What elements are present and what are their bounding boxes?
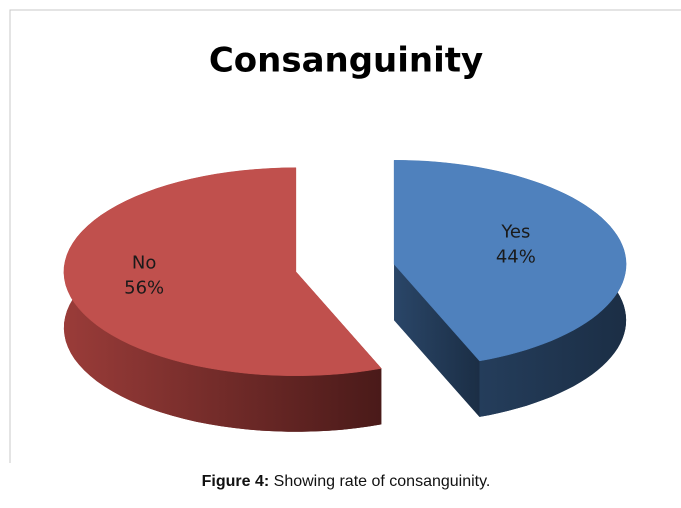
slice <box>63 167 382 376</box>
caption-text: Showing rate of consanguinity. <box>274 473 491 490</box>
chart-frame <box>9 9 681 463</box>
slice-label: Yes <box>500 222 530 243</box>
slice-label: No <box>132 252 156 273</box>
slice: No 56% <box>63 167 382 432</box>
pie: Yes 44% No 56% <box>63 160 627 432</box>
slice <box>393 160 627 362</box>
slice-value: 44% <box>496 247 536 268</box>
slice-wall <box>394 264 480 417</box>
slice: Yes 44% <box>393 160 627 417</box>
slice-value: 56% <box>124 277 164 298</box>
chart-title: Consanguinity <box>209 41 483 81</box>
caption: Figure 4: Showing rate of consanguinity. <box>202 473 491 490</box>
caption-label: Figure 4: <box>202 473 270 490</box>
